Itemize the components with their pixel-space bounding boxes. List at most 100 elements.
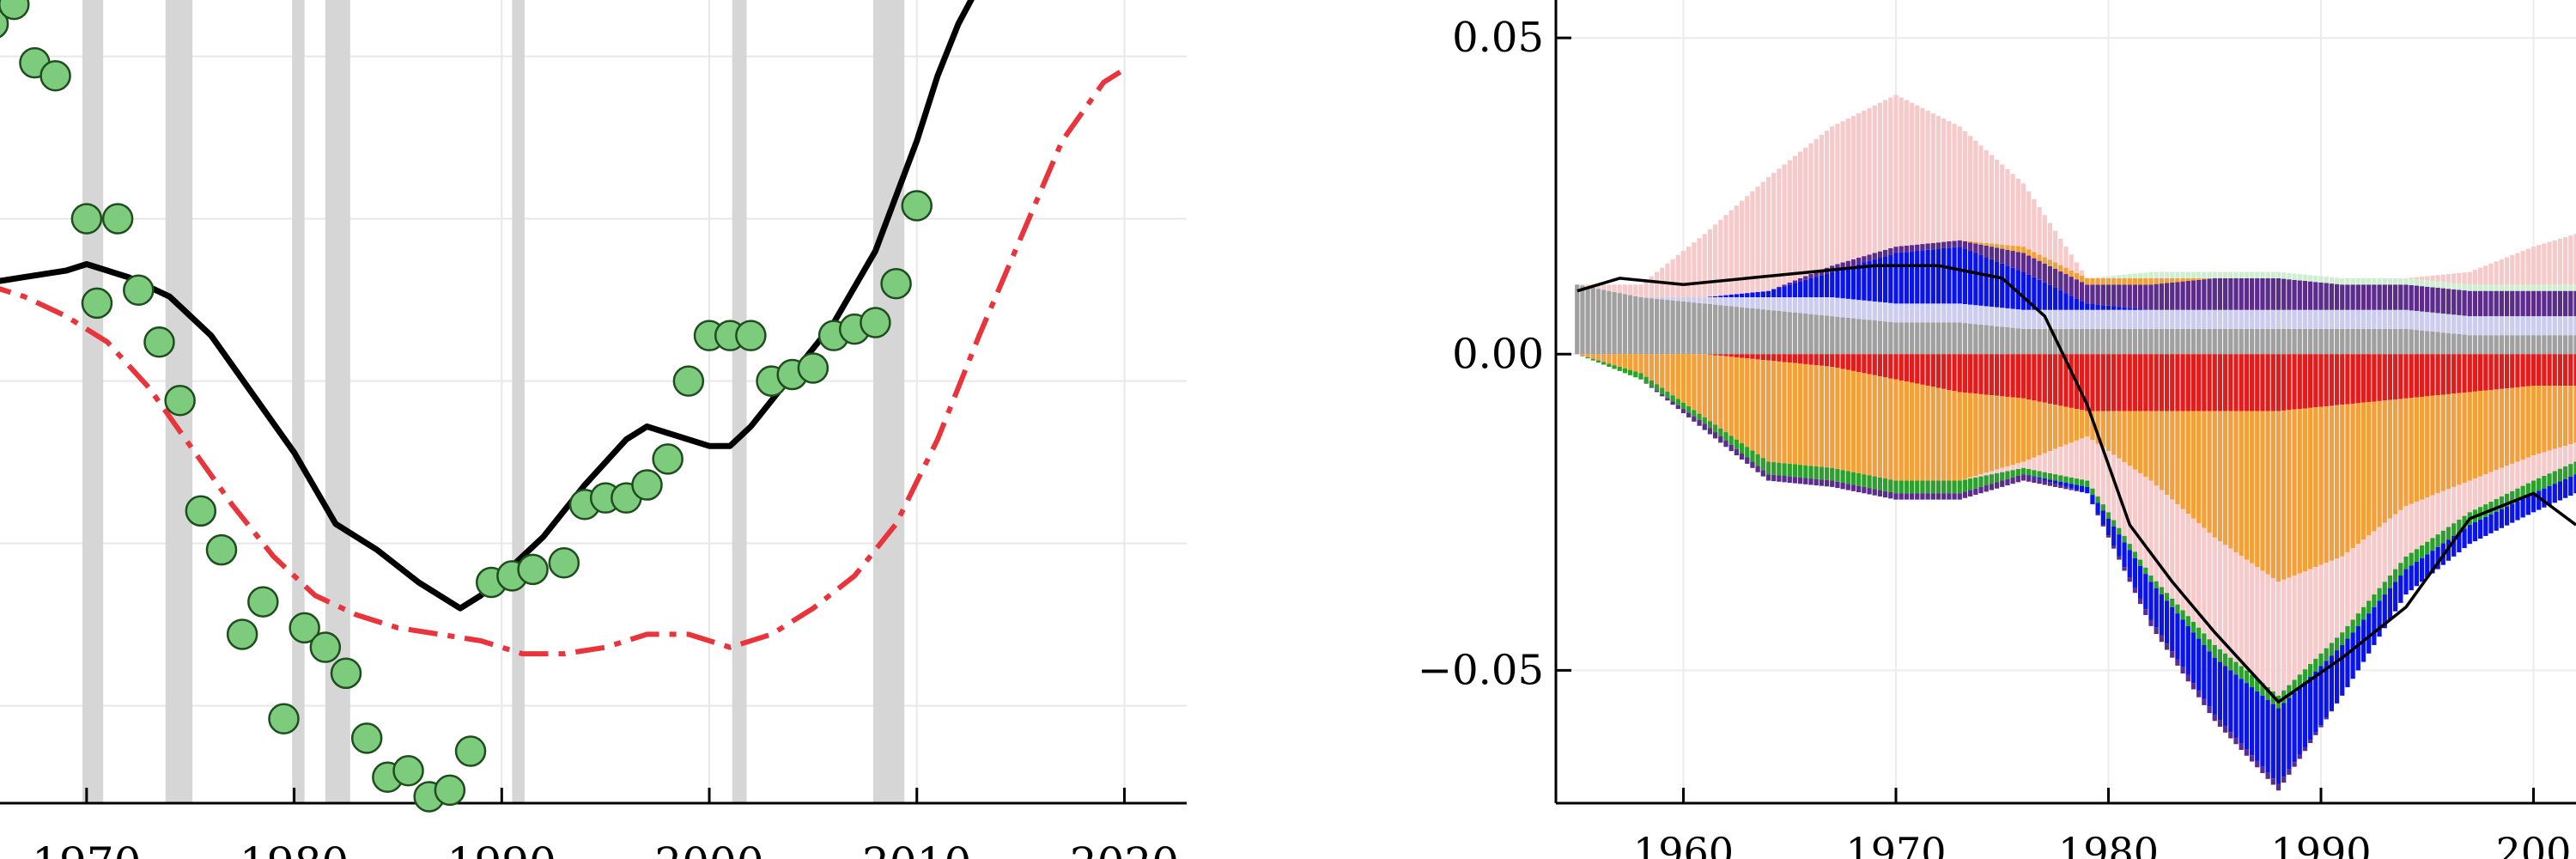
bar-segment <box>2557 238 2563 285</box>
bar-segment <box>1745 358 1750 448</box>
bar-segment <box>2366 277 2372 285</box>
bar-segment <box>2170 282 2175 310</box>
bar-segment <box>2207 278 2212 310</box>
bar-segment <box>1760 181 1765 292</box>
bar-segment <box>2520 498 2525 518</box>
bar-segment <box>1739 442 1745 454</box>
bar-segment <box>2340 284 2345 310</box>
bar-segment <box>2313 309 2318 329</box>
bar-segment <box>1989 354 1995 396</box>
bar-segment <box>1872 320 1877 355</box>
bar-segment <box>2472 316 2478 336</box>
bar-segment <box>1830 367 1835 468</box>
bar-segment <box>2409 552 2414 566</box>
bar-segment <box>1888 354 1893 379</box>
bar-segment <box>1935 242 1941 249</box>
bar-segment <box>2430 275 2435 282</box>
bar-segment <box>2467 316 2472 336</box>
bar-segment <box>1941 354 1947 389</box>
bar-segment <box>1702 423 1707 430</box>
bar-segment <box>2292 328 2297 355</box>
bar-segment <box>2542 316 2547 336</box>
bar-segment <box>1989 155 1995 244</box>
bar-segment <box>1978 145 1984 243</box>
bar-segment <box>1973 140 1978 242</box>
bar-segment <box>2010 354 2015 398</box>
bar-segment <box>1617 293 1622 355</box>
bar-segment <box>2334 328 2340 355</box>
bar-segment <box>1601 289 1607 355</box>
bar-segment <box>2037 455 2042 472</box>
bar-segment <box>2233 271 2239 278</box>
bar-segment <box>2562 386 2568 447</box>
bar-segment <box>2265 271 2270 278</box>
bar-segment <box>2530 455 2537 481</box>
bar-segment <box>1601 362 1607 365</box>
bar-segment <box>2409 398 2414 504</box>
bar-segment <box>2318 328 2324 355</box>
bar-segment <box>1734 356 1740 440</box>
bar-segment <box>2307 664 2313 677</box>
bar-segment <box>2052 262 2058 269</box>
bar-segment <box>2244 683 2250 750</box>
bar-segment <box>1850 299 1856 319</box>
bar-segment <box>2409 278 2414 285</box>
bar-segment <box>1920 244 1925 251</box>
bar-segment <box>2222 328 2228 355</box>
bar-segment <box>2207 354 2212 411</box>
bar-segment <box>1777 354 1782 362</box>
bar-segment <box>2573 474 2576 494</box>
bar-segment <box>2392 514 2398 570</box>
bar-segment <box>1850 354 1856 371</box>
bar-segment <box>1893 354 1899 380</box>
bar-segment <box>2047 284 2053 310</box>
bar-segment <box>2117 527 2122 535</box>
bar-segment <box>2047 259 2053 266</box>
bar-segment <box>2366 328 2372 355</box>
bar-segment <box>2520 485 2525 499</box>
bar-segment <box>2324 661 2329 718</box>
bar-segment <box>2324 309 2329 329</box>
bar-segment <box>2366 613 2372 654</box>
bar-segment <box>2196 328 2202 355</box>
bar-segment <box>2414 502 2420 550</box>
bar-segment <box>2185 271 2190 278</box>
bar-segment <box>2052 230 2058 263</box>
bar-segment <box>1654 390 1660 393</box>
bar-segment <box>1601 354 1607 362</box>
bar-segment <box>1607 363 1612 368</box>
bar-segment <box>2185 411 2190 515</box>
bar-segment <box>2037 260 2042 280</box>
bar-segment <box>2307 275 2313 282</box>
bar-segment <box>2058 265 2063 271</box>
bar-segment <box>2143 272 2148 278</box>
bar-segment <box>2435 313 2440 332</box>
bar-segment <box>2239 309 2244 329</box>
bar-segment <box>1585 286 1590 355</box>
bar-segment <box>1792 155 1798 281</box>
bar-segment <box>1835 481 1840 489</box>
bar-segment <box>1957 354 1962 393</box>
bar-segment <box>1697 297 1702 303</box>
bar-segment <box>2419 499 2425 545</box>
bar-segment <box>2372 328 2377 355</box>
bar-segment <box>2275 708 2281 784</box>
bar-segment <box>1835 316 1840 355</box>
bar-segment <box>2488 284 2494 291</box>
bar-segment <box>1782 297 1787 312</box>
bar-segment <box>1952 493 1957 500</box>
bar-segment <box>2307 328 2313 355</box>
bar-segment <box>2270 354 2275 411</box>
bar-segment <box>1803 363 1808 466</box>
bar-segment <box>1967 354 1973 393</box>
bar-segment <box>2185 514 2190 617</box>
bar-segment <box>2537 335 2542 355</box>
bar-segment <box>2494 290 2499 317</box>
bar-segment <box>2079 301 2085 310</box>
bar-segment <box>2233 309 2239 329</box>
bar-segment <box>1941 493 1947 500</box>
bar-segment <box>2122 462 2127 536</box>
bar-segment <box>1803 465 1808 478</box>
bar-segment <box>2020 247 2026 253</box>
bar-segment <box>1904 245 1910 253</box>
